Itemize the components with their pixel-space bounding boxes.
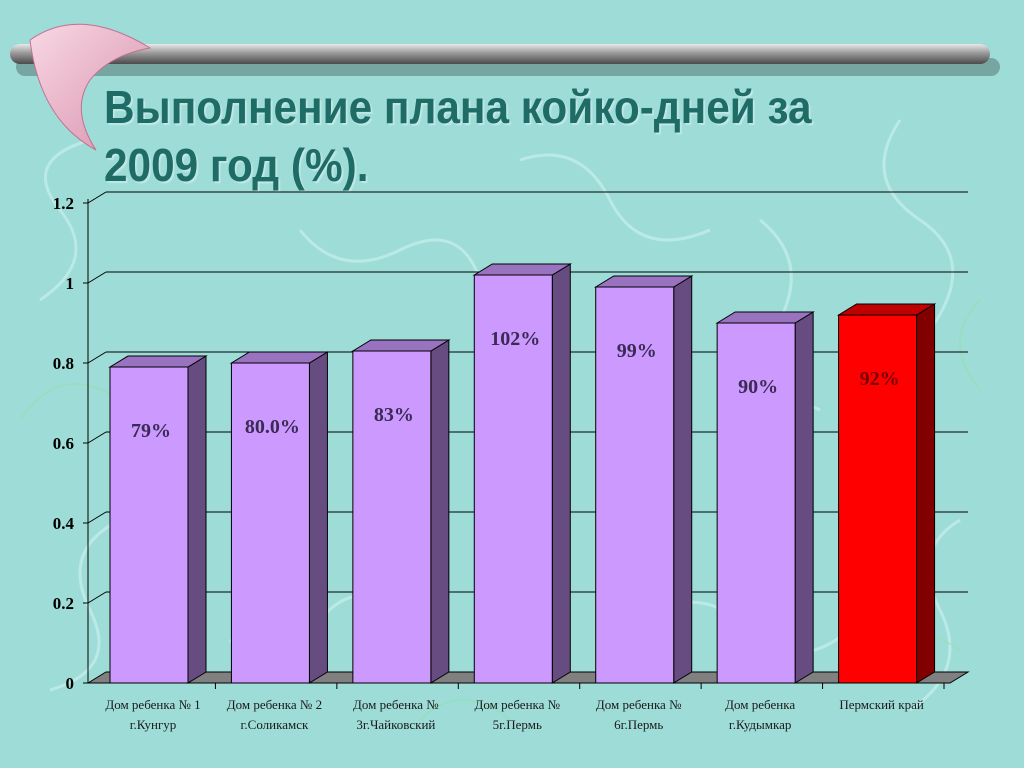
data-label: 102% [490, 328, 540, 350]
bar-5 [593, 275, 694, 684]
bar-side [673, 275, 693, 684]
y-tick-label: 0.4 [53, 514, 75, 533]
x-tick-label: Пермский край [839, 697, 924, 712]
chart-data-labels: 79% 80.0% 83% 102% 99% 90% 92% [131, 328, 900, 442]
gridline-depth [87, 591, 107, 604]
chart-bars [108, 263, 937, 684]
bar-top [472, 263, 573, 276]
data-label: 99% [617, 340, 657, 362]
bar-side [794, 311, 814, 684]
gridline-depth [87, 271, 107, 284]
bar-6 [715, 311, 815, 684]
gridline-depth [87, 351, 107, 364]
y-tick-label: 0.6 [53, 434, 74, 453]
bar-front [716, 322, 796, 684]
bar-7 [836, 303, 937, 684]
bar-side [187, 355, 207, 684]
data-label: 79% [131, 420, 171, 442]
x-tick-label: г.Кунгур [130, 717, 177, 732]
bar-side [916, 303, 936, 684]
x-tick-label: 6г.Пермь [614, 717, 663, 732]
bar-front [838, 314, 918, 684]
data-label: 80.0% [245, 416, 300, 438]
data-label: 83% [374, 404, 414, 426]
x-tick-label: Дом ребенка № [353, 697, 439, 712]
bar-4 [472, 263, 573, 684]
bar-3 [351, 339, 451, 684]
bar-front [352, 350, 432, 684]
bar-front [473, 274, 553, 684]
x-tick-label: 3г.Чайковский [356, 717, 435, 732]
bar-top [108, 355, 208, 368]
bar-side [551, 263, 571, 684]
gridline-depth [87, 431, 107, 444]
data-label: 92% [860, 368, 900, 390]
data-label: 90% [738, 376, 778, 398]
bar-top [229, 351, 330, 364]
bar-1 [108, 355, 208, 684]
bar-top [836, 303, 937, 316]
bar-front [230, 362, 310, 684]
slide-title: Выполнение плана койко-дней за 2009 год … [104, 81, 812, 191]
x-tick-label: г.Кудымкар [729, 717, 791, 732]
bar-2 [229, 351, 330, 684]
y-tick-label: 0.2 [53, 594, 74, 613]
x-tick-label: г.Соликамск [241, 717, 309, 732]
y-tick-label: 0 [66, 674, 75, 693]
bar-top [593, 275, 694, 288]
y-tick-label: 1 [66, 274, 75, 293]
gridline-depth [87, 191, 107, 204]
gridline-depth [87, 511, 107, 524]
x-tick-label: Дом ребенка № 2 [227, 697, 322, 712]
bar-front [109, 366, 189, 684]
x-tick-label: 5г.Пермь [493, 717, 542, 732]
bar-side [430, 339, 450, 684]
y-tick-label: 0.8 [53, 354, 74, 373]
y-tick-label: 1.2 [53, 194, 74, 213]
x-tick-label: Дом ребенка [725, 697, 795, 712]
bar-top [351, 339, 451, 352]
x-tick-label: Дом ребенка № [474, 697, 560, 712]
bar-top [715, 311, 815, 324]
bar-side [308, 351, 328, 684]
bar-front [595, 286, 675, 684]
x-tick-label: Дом ребенка № [596, 697, 682, 712]
chart-tick-labels: 0 0.2 0.4 0.6 0.8 1 1.2 Дом ребенка № 1 г.Кунгур… [53, 194, 924, 732]
x-tick-label: Дом ребенка № 1 [105, 697, 200, 712]
